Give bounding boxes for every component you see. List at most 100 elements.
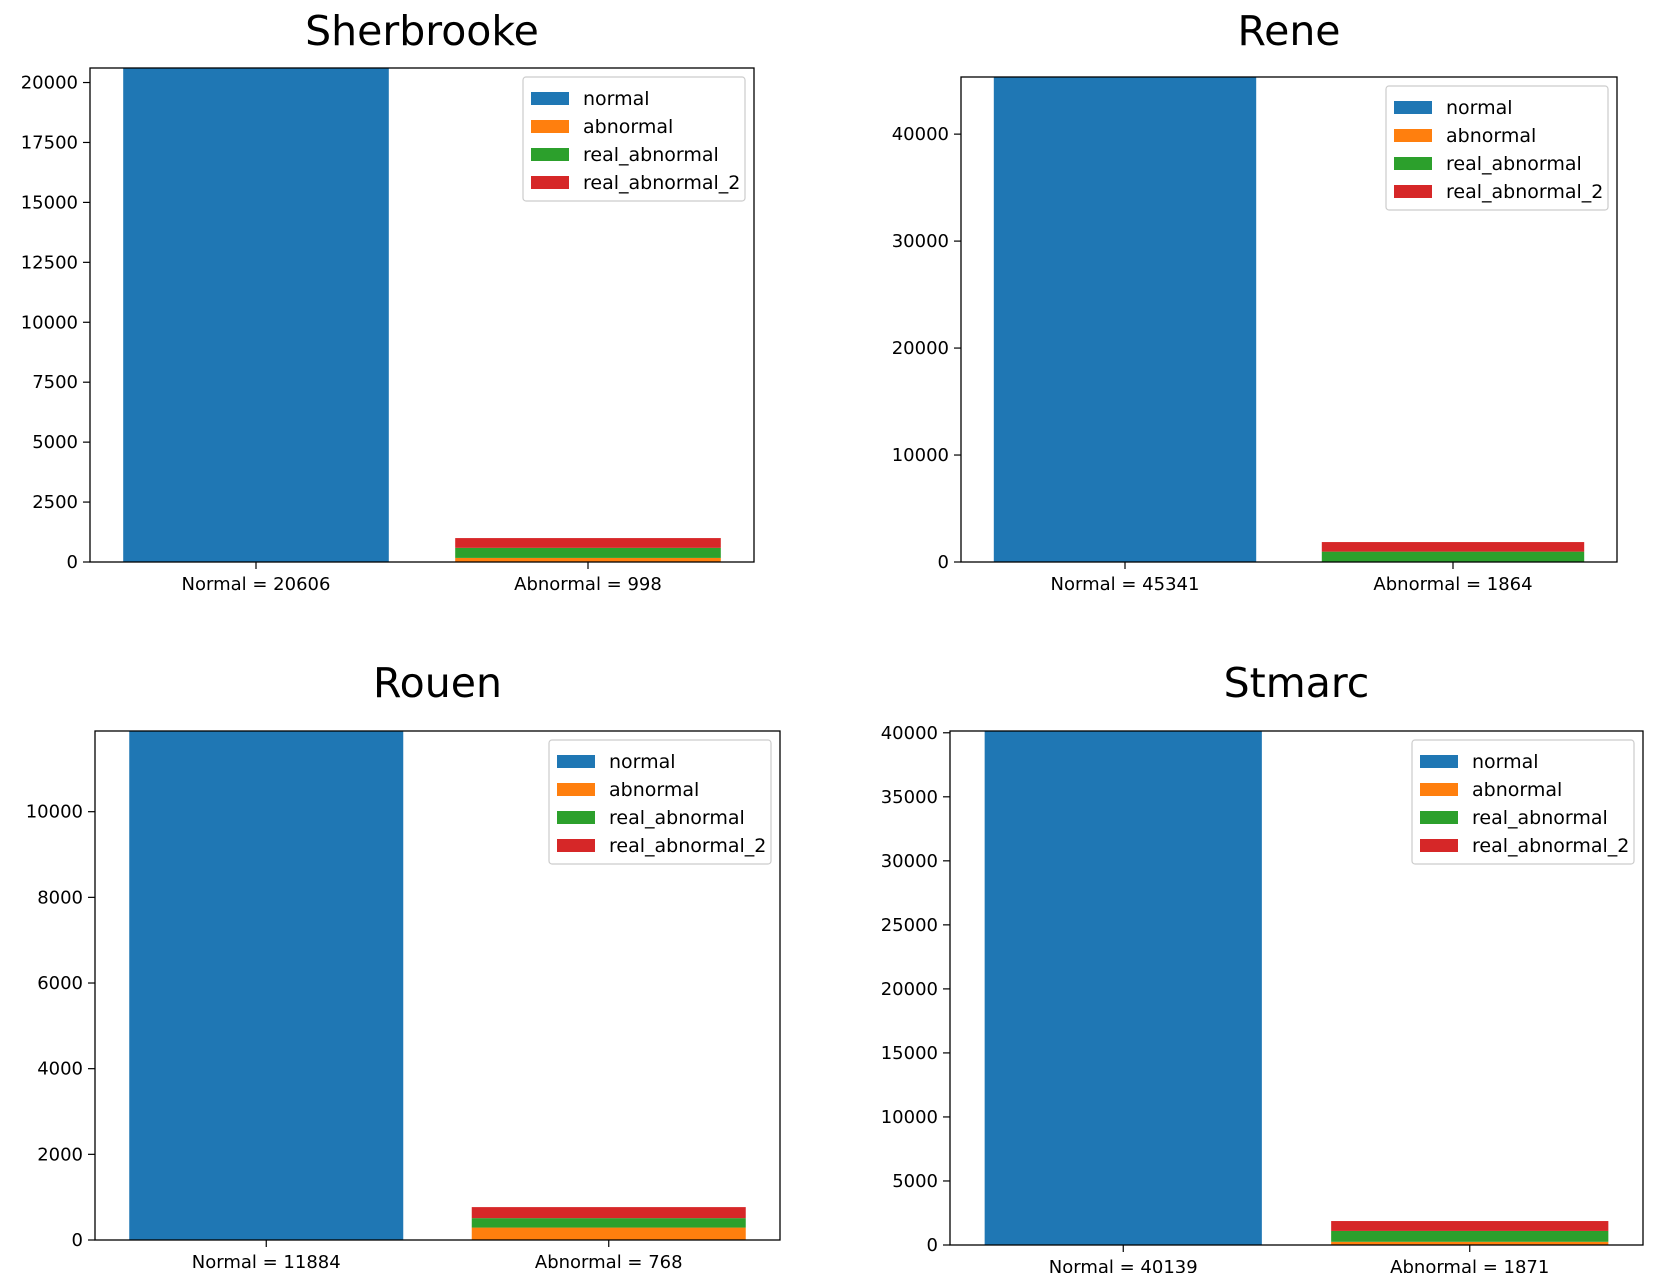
bar-abnormal-abnormal: [471, 1227, 746, 1240]
legend-label: real_abnormal_2: [583, 172, 740, 194]
axes-frame: [949, 730, 1644, 1246]
bars: [993, 77, 1585, 562]
legend-swatch-real-abnormal: [1394, 157, 1432, 170]
bars: [129, 731, 746, 1240]
legend-swatch-abnormal: [557, 783, 595, 796]
x-tick-label: Normal = 20606: [182, 574, 331, 595]
y-tick-label: 2000: [37, 1144, 83, 1165]
legend-swatch-normal: [531, 92, 569, 105]
chart-panel-rene: Rene 0 10000 20000 30000 40000 Normal = 45341 A…: [892, 7, 1618, 595]
bars: [984, 731, 1609, 1245]
legend-label: normal: [1446, 97, 1513, 119]
legend-swatch-normal: [1394, 101, 1432, 114]
legend-swatch-real-abnormal-2: [531, 176, 569, 189]
legend: normal abnormal real_abnormal real_abnormal…: [522, 76, 746, 202]
legend-label: real_abnormal: [609, 807, 745, 829]
x-tick-label: Normal = 11884: [192, 1252, 341, 1273]
x-tick-label: Abnormal = 998: [514, 574, 662, 595]
legend-label: normal: [1472, 751, 1539, 773]
y-tick-label: 0: [72, 1230, 83, 1251]
legend-label: real_abnormal_2: [1446, 181, 1603, 203]
legend-box: [1411, 739, 1635, 865]
y-tick-label: 4000: [37, 1059, 83, 1080]
legend-swatch-real-abnormal: [531, 148, 569, 161]
chart-title: Rouen: [373, 659, 502, 707]
legend-label: real_abnormal_2: [609, 835, 766, 857]
bar-real-abnormal-2-abnormal: [1321, 542, 1585, 552]
bar-abnormal-abnormal: [455, 557, 721, 562]
legend-swatch-real-abnormal: [1420, 811, 1458, 824]
y-tick-label: 7500: [32, 372, 78, 393]
y-tick-label: 0: [938, 552, 949, 573]
y-tick-label: 5000: [892, 1171, 938, 1192]
legend-label: abnormal: [1446, 125, 1536, 147]
y-tick-label: 15000: [881, 1043, 938, 1064]
bar-real-abnormal-2-abnormal: [455, 538, 721, 548]
y-tick-label: 0: [67, 552, 78, 573]
y-tick-label: 12500: [21, 252, 78, 273]
x-tick-label: Abnormal = 1864: [1373, 574, 1532, 595]
legend-label: normal: [609, 751, 676, 773]
x-tick-label: Abnormal = 768: [535, 1252, 683, 1273]
bar-real-abnormal-2-abnormal: [1331, 1221, 1609, 1231]
chart-title: Stmarc: [1224, 659, 1370, 707]
x-tick-label: Normal = 40139: [1049, 1257, 1198, 1273]
y-tick-label: 25000: [881, 915, 938, 936]
y-tick-label: 5000: [32, 432, 78, 453]
legend-label: real_abnormal_2: [1472, 835, 1629, 857]
chart-title: Rene: [1237, 7, 1340, 55]
y-tick-label: 10000: [21, 312, 78, 333]
legend-swatch-real-abnormal-2: [1394, 185, 1432, 198]
legend-swatch-abnormal: [1394, 129, 1432, 142]
y-tick-label: 20000: [21, 73, 78, 94]
y-tick-label: 15000: [21, 192, 78, 213]
legend-label: abnormal: [583, 116, 673, 138]
legend-label: real_abnormal: [583, 144, 719, 166]
legend-label: normal: [583, 88, 650, 110]
y-tick-label: 20000: [881, 979, 938, 1000]
y-tick-label: 10000: [881, 1107, 938, 1128]
legend: normal abnormal real_abnormal real_abnormal…: [1385, 85, 1609, 211]
bar-real-abnormal-abnormal: [471, 1218, 746, 1228]
legend-label: real_abnormal: [1472, 807, 1608, 829]
axes-frame: [89, 67, 755, 563]
legend-label: real_abnormal: [1446, 153, 1582, 175]
y-tick-label: 20000: [892, 338, 949, 359]
legend-label: abnormal: [1472, 779, 1562, 801]
y-tick-label: 10000: [26, 802, 83, 823]
x-tick-label: Abnormal = 1871: [1390, 1257, 1549, 1273]
y-tick-label: 0: [927, 1235, 938, 1256]
legend-swatch-normal: [557, 755, 595, 768]
y-tick-label: 40000: [881, 723, 938, 744]
bar-normal-normal: [993, 77, 1257, 562]
legend-box: [548, 739, 772, 865]
y-tick-label: 40000: [892, 124, 949, 145]
bar-normal-normal: [984, 731, 1262, 1245]
chart-panel-rouen: Rouen 0 2000 4000 6000 8000 10000 Normal = 1188…: [26, 659, 781, 1273]
axes-frame: [960, 76, 1618, 563]
chart-panel-stmarc: Stmarc 0 5000 10000 15000 20000 25000 30000 3500…: [881, 659, 1644, 1273]
legend-swatch-real-abnormal: [557, 811, 595, 824]
y-tick-label: 30000: [881, 851, 938, 872]
legend-label: abnormal: [609, 779, 699, 801]
chart-panel-sherbrooke: Sherbrooke 0 2500 5000 7500 10000 12500 15000 17…: [21, 7, 755, 595]
legend-swatch-normal: [1420, 755, 1458, 768]
y-tick-label: 17500: [21, 132, 78, 153]
bar-normal-normal: [129, 731, 404, 1240]
x-tick-label: Normal = 45341: [1051, 574, 1200, 595]
y-tick-label: 8000: [37, 887, 83, 908]
legend: normal abnormal real_abnormal real_abnormal…: [1411, 739, 1635, 865]
y-tick-label: 6000: [37, 973, 83, 994]
bars: [123, 68, 721, 562]
legend-swatch-abnormal: [1420, 783, 1458, 796]
bar-real-abnormal-abnormal: [1321, 551, 1585, 562]
bar-real-abnormal-abnormal: [1331, 1230, 1609, 1242]
chart-title: Sherbrooke: [305, 7, 539, 55]
bar-abnormal-abnormal: [1331, 1241, 1609, 1245]
legend-swatch-real-abnormal-2: [557, 839, 595, 852]
legend-swatch-real-abnormal-2: [1420, 839, 1458, 852]
y-tick-label: 2500: [32, 492, 78, 513]
axes-frame: [94, 730, 781, 1241]
legend-box: [522, 76, 746, 202]
